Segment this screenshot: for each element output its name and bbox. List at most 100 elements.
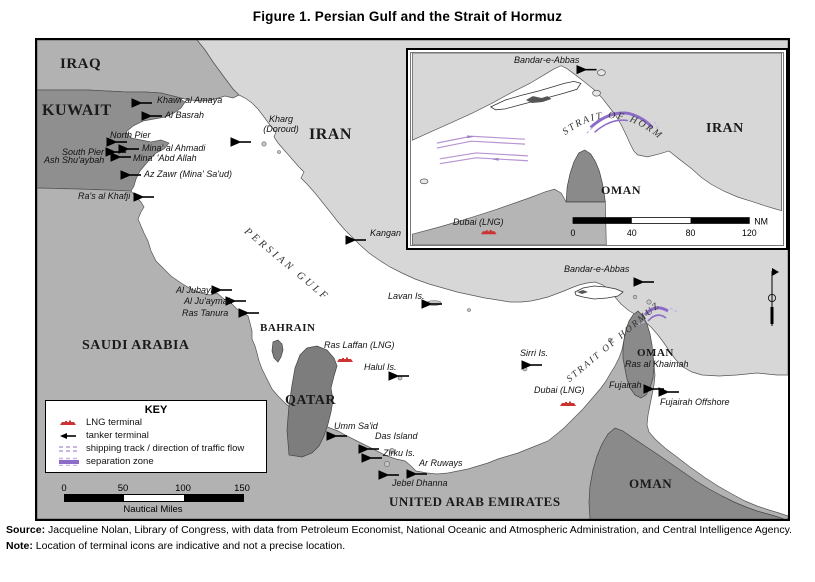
place-label-kharg-line2: (Doroud) [263,124,299,134]
legend-row-tanker: tanker terminal [56,429,266,442]
oman-landmass [588,427,785,519]
svg-text:120: 120 [742,228,757,238]
inset-place-label-bandar: Bandar-e-Abbas [514,55,580,65]
inset-islands [419,69,606,185]
country-label-iraq: IRAQ [60,56,102,72]
place-label-fujairah-offshore: Fujairah Offshore [660,397,730,407]
scale-tick-50: 50 [117,483,129,494]
tanker-terminal-icon [56,432,82,440]
place-label-das-island: Das Island [375,431,418,441]
country-label-bahrain: BAHRAIN [260,322,316,334]
place-label-kharg-line1: Kharg [268,114,294,124]
legend-label-separation-zone: separation zone [86,456,154,467]
place-label-mina-al-ahmadi: Mina' al Ahmadi [142,143,206,153]
inset-qeshm-island [489,81,582,111]
source-line: Source: Jacqueline Nolan, Library of Con… [6,524,809,538]
note-line: Note: Location of terminal icons are ind… [6,540,809,554]
inset-qeshm-detail [525,96,552,103]
source-label: Source: [6,524,46,536]
place-label-al-jubayl: Al Jubayl [176,285,213,295]
figure-title: Figure 1. Persian Gulf and the Strait of… [252,9,563,24]
qatar-landmass [286,345,338,458]
legend-label-lng: LNG terminal [86,417,142,428]
country-label-oman-musandam: OMAN [637,347,674,359]
place-label-south-pier: South Pier [62,147,105,157]
note-label: Note: [6,539,33,552]
svg-text:80: 80 [686,228,696,238]
scale-bar: 0 50 100 150 Nautical Miles [57,483,257,515]
inset-map-inner: STRAIT OF HORMUZ 0 40 80 120 NM Bandar-e [410,52,784,246]
scale-tick-100: 100 [175,483,191,494]
place-label-ras-al-khafji: Ra's al Khafji [78,191,131,201]
country-label-iran: IRAN [309,126,352,143]
place-label-ras-al-khaimah: Ras al Khaimah [625,359,689,369]
inset-lng-terminal-dubai [480,229,497,235]
legend: KEY LNG terminal tanker terminal [45,400,267,473]
tanker-terminal-icons [105,98,679,480]
lng-terminal-icon [56,419,82,426]
place-label-bandar-e-abbas: Bandar-e-Abbas [564,264,630,274]
inset-place-label-dubai: Dubai (LNG) [453,217,504,227]
svg-text:0: 0 [571,228,576,238]
place-label-ras-tanura: Ras Tanura [182,308,229,318]
bahrain-landmass [271,339,284,363]
footer-notes: Source: Jacqueline Nolan, Library of Con… [6,524,809,556]
place-label-ash-shuaybah: Ash Shu'aybah [44,155,105,165]
scale-bar-graphic [64,494,244,502]
inset-shipping-tracks [436,135,528,165]
place-label-north-pier: North Pier [110,130,151,140]
place-label-az-zawr: Az Zawr (Mina' Sa'ud) [144,169,232,179]
place-label-al-basrah: Al Basrah [165,110,205,120]
scale-tick-150: 150 [234,483,250,494]
inset-country-label-iran: IRAN [706,121,744,136]
scale-tick-0: 0 [61,483,67,494]
place-label-mina-abd-allah: Mina' 'Abd Allah [133,153,197,163]
country-label-qatar: QATAR [285,393,336,408]
shipping-track-icon [56,445,82,453]
main-map: IRAQ KUWAIT IRAN SAUDI ARABIA BAHRAIN QA… [35,38,790,521]
legend-label-tanker: tanker terminal [86,430,149,441]
separation-zone-icon [56,457,82,466]
inset-musandam-landmass [565,149,606,203]
place-label-ar-ruways: Ar Ruways [419,458,463,468]
inset-iran-landmass [412,53,782,212]
place-label-khawr-al-amaya: Khawr al Amaya [157,95,223,105]
place-label-umm-said: Umm Sa'id [334,421,378,431]
country-label-kuwait: KUWAIT [42,102,112,119]
north-arrow-icon [768,268,779,326]
legend-title: KEY [144,404,168,416]
inset-map: STRAIT OF HORMUZ 0 40 80 120 NM Bandar-e [406,48,788,250]
country-label-uae: UNITED ARAB EMIRATES [389,494,561,509]
separation-zone-main [636,306,678,326]
legend-row-separation-zone: separation zone [56,455,266,468]
inset-country-label-oman: OMAN [601,183,641,197]
inset-traffic-arrows [467,135,499,161]
place-label-zirku-is: Zirku Is. [383,448,416,458]
source-text: Jacqueline Nolan, Library of Congress, w… [48,524,792,536]
inset-map-canvas: STRAIT OF HORMUZ 0 40 80 120 NM [411,53,782,245]
svg-text:40: 40 [627,228,637,238]
scale-bar-unit: Nautical Miles [123,504,183,515]
place-label-kangan: Kangan [370,228,402,238]
place-label-al-juaymah: Al Ju'aymah [184,296,233,306]
inset-separation-zone [586,111,659,134]
legend-label-shipping-track: shipping track / direction of traffic fl… [86,443,245,454]
country-label-saudi-arabia: SAUDI ARABIA [82,338,190,353]
place-label-ras-laffan: Ras Laffan (LNG) [324,340,395,350]
place-label-fujairah: Fujairah [609,380,642,390]
place-label-halul-is: Halul Is. [364,362,397,372]
place-label-jebel-dhanna: Jebel Dhanna [392,478,448,488]
musandam-landmass [622,310,655,399]
place-label-dubai-lng: Dubai (LNG) [534,385,585,395]
inset-scale-bar: 0 40 80 120 NM [571,216,768,238]
place-label-sirri-is: Sirri Is. [520,348,548,358]
scale-bar-ticks: 0 50 100 150 [57,483,257,494]
country-label-oman-southeast: OMAN [629,476,673,491]
note-text: Location of terminal icons are indicativ… [35,539,346,552]
inset-uae-landmass [412,188,607,245]
inset-scale-unit: NM [754,216,768,226]
place-label-kharg: Kharg (Doroud) [222,114,340,134]
legend-row-shipping-track: shipping track / direction of traffic fl… [56,442,266,455]
place-label-lavan-is: Lavan Is. [388,291,425,301]
